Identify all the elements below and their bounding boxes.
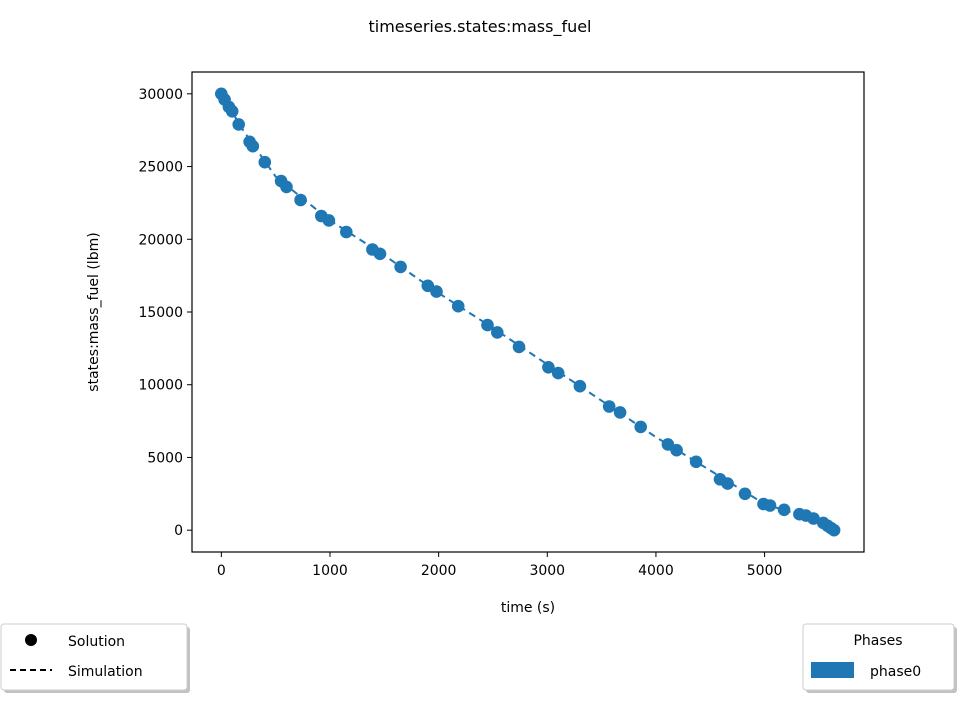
legend-solution-marker — [25, 634, 37, 646]
legend: Solution Simulation — [0, 623, 190, 693]
solution-point — [280, 180, 293, 194]
solution-point — [763, 499, 777, 512]
solution-point — [512, 340, 526, 354]
solution-point — [340, 225, 353, 239]
y-tick-label: 25000 — [138, 160, 183, 176]
solution-point — [430, 285, 443, 298]
legend-box — [0, 623, 188, 691]
y-tick-label: 30000 — [138, 87, 183, 103]
x-tick-label: 0 — [217, 563, 226, 579]
y-tick-label: 15000 — [138, 305, 183, 321]
x-tick-label: 3000 — [529, 563, 565, 579]
solution-point — [394, 260, 407, 274]
solution-point — [294, 193, 307, 207]
solution-point — [225, 105, 239, 118]
x-tick-label: 5000 — [747, 563, 783, 579]
phases-legend: Phases phase0 — [802, 623, 957, 693]
solution-point — [542, 361, 555, 374]
solution-point — [721, 477, 734, 490]
solution-point — [491, 326, 504, 339]
solution-point — [481, 318, 494, 332]
chart-title: timeseries.states:mass_fuel — [369, 17, 592, 37]
solution-point — [613, 406, 627, 419]
solution-point — [634, 420, 647, 434]
phase0-swatch — [811, 662, 854, 678]
y-tick-label: 5000 — [147, 450, 183, 466]
plot-area — [215, 87, 841, 537]
y-tick-label: 0 — [174, 523, 183, 539]
legend-solution-label: Solution — [68, 634, 125, 650]
y-tick-label: 10000 — [138, 378, 183, 394]
phase0-label: phase0 — [870, 664, 921, 680]
solution-point — [373, 247, 387, 261]
x-tick-label: 2000 — [421, 563, 457, 579]
legend-simulation-label: Simulation — [68, 664, 143, 680]
axes: 0 1000 2000 3000 4000 5000 0 5000 10000 15000 2000… — [138, 71, 865, 579]
solution-point — [602, 400, 616, 413]
x-tick-label: 4000 — [638, 563, 674, 579]
x-axis-label: time (s) — [501, 600, 555, 616]
solution-point — [777, 503, 791, 517]
y-axis-label: states:mass_fuel (lbm) — [86, 232, 102, 391]
solution-point — [807, 512, 820, 525]
solution-point — [689, 455, 703, 469]
solution-point — [670, 443, 683, 457]
simulation-line — [220, 93, 835, 532]
solution-point — [738, 487, 752, 501]
y-tick-label: 20000 — [138, 232, 183, 248]
solution-point — [827, 523, 841, 537]
solution-point — [232, 118, 245, 131]
solution-point — [551, 366, 565, 380]
solution-point — [451, 299, 465, 313]
x-tick-label: 1000 — [312, 563, 348, 579]
solution-point — [246, 139, 260, 153]
solution-point — [322, 214, 336, 227]
phases-legend-title: Phases — [853, 633, 902, 649]
axes-frame — [191, 71, 865, 553]
solution-point — [573, 379, 587, 393]
solution-point — [258, 155, 272, 169]
